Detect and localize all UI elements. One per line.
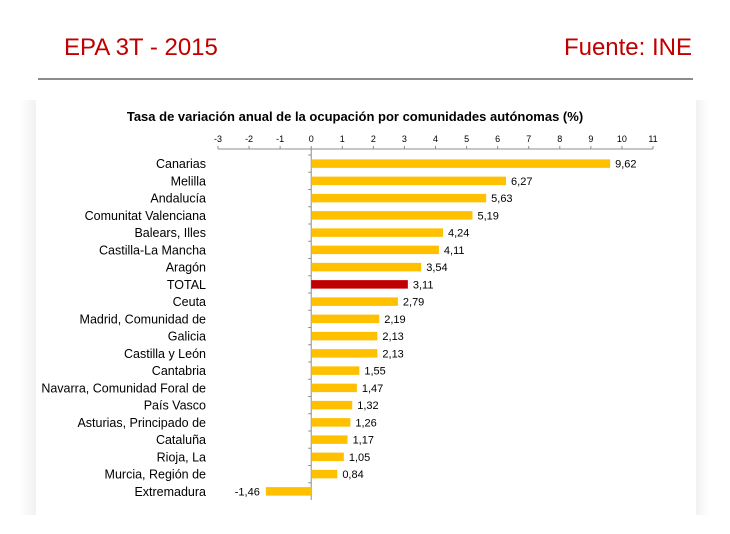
bar (311, 366, 360, 375)
category-label: Andalucía (150, 192, 206, 206)
x-tick-label: 8 (557, 134, 562, 144)
category-label: Melilla (171, 174, 206, 188)
data-label: 1,05 (349, 452, 370, 464)
category-label: Murcia, Región de (105, 468, 206, 482)
bar (311, 331, 378, 341)
x-tick-label: 10 (617, 134, 627, 144)
category-label: Rioja, La (157, 450, 206, 464)
bar (311, 262, 422, 272)
source-label: Fuente: INE (563, 34, 692, 61)
x-tick-label: 7 (526, 134, 531, 144)
bar (311, 280, 408, 289)
bar (311, 452, 344, 462)
x-tick-label: -2 (245, 134, 253, 144)
data-label: 4,24 (448, 228, 469, 240)
bar (311, 297, 398, 306)
data-label: 6,27 (511, 176, 532, 188)
bar (311, 193, 487, 203)
category-label: Madrid, Comunidad de (80, 312, 207, 326)
bars: Canarias 9,62 Melilla 6,27 Andalucía 5,63 Comu… (41, 157, 636, 499)
bar (311, 211, 473, 220)
x-tick-label: -3 (214, 134, 222, 144)
category-label: Comunitat Valenciana (85, 209, 206, 223)
data-label: 1,55 (364, 366, 385, 378)
x-tick-label: 3 (402, 134, 407, 144)
bar-chart: Tasa de variación anual de la ocupación … (41, 109, 658, 500)
data-label: 2,19 (384, 314, 405, 326)
x-tick-label: 11 (648, 134, 657, 144)
data-label: 1,26 (355, 417, 376, 429)
category-label: Galicia (168, 330, 206, 344)
data-label: 1,17 (353, 435, 374, 447)
data-label: -1,46 (235, 486, 260, 498)
chart-panel: Tasa de variación anual de la ocupación … (36, 100, 696, 515)
data-label: 1,47 (362, 383, 383, 395)
bar (311, 176, 507, 186)
x-tick-label: 2 (371, 134, 376, 144)
bar (311, 383, 357, 393)
x-tick-label: 4 (433, 134, 438, 144)
data-label: 0,84 (342, 469, 363, 481)
data-label: 2,13 (382, 331, 403, 343)
x-tick-label: 9 (588, 134, 593, 144)
bar (311, 245, 439, 255)
category-label: Castilla y León (124, 347, 206, 361)
bar (311, 314, 380, 324)
category-label: Canarias (156, 157, 206, 171)
category-label: Asturias, Principado de (77, 416, 206, 430)
data-label: 1,32 (357, 400, 378, 412)
bar (311, 159, 611, 168)
bar (311, 400, 353, 410)
x-tick-label: 1 (340, 134, 345, 144)
x-tick-label: -1 (276, 134, 284, 144)
data-label: 3,54 (426, 262, 447, 274)
category-label: Navarra, Comunidad Foral de (41, 381, 206, 395)
data-label: 2,13 (382, 348, 403, 360)
bar (311, 418, 351, 427)
category-label: Aragón (166, 261, 206, 275)
header-divider (38, 78, 693, 80)
category-label: TOTAL (167, 278, 206, 292)
data-label: 5,63 (491, 193, 512, 205)
page-title: EPA 3T - 2015 (64, 34, 218, 61)
category-label: Cantabria (152, 364, 206, 378)
category-label: Cataluña (156, 433, 206, 447)
data-label: 5,19 (477, 210, 498, 222)
chart-title: Tasa de variación anual de la ocupación … (127, 109, 583, 124)
category-label: Ceuta (173, 295, 206, 309)
data-label: 9,62 (615, 159, 636, 171)
bar (311, 435, 348, 444)
x-axis: -3 -2 -1 0 1 2 3 4 5 6 7 8 9 10 11 (214, 134, 658, 500)
category-label: País Vasco (144, 399, 206, 413)
category-label: Extremadura (134, 485, 206, 499)
data-label: 3,11 (413, 279, 434, 291)
bar (311, 349, 378, 358)
bar (311, 228, 443, 237)
data-label: 2,79 (403, 297, 424, 309)
x-tick-label: 6 (495, 134, 500, 144)
category-label: Castilla-La Mancha (99, 243, 206, 257)
x-tick-label: 0 (309, 134, 314, 144)
data-label: 4,11 (444, 245, 465, 257)
x-tick-label: 5 (464, 134, 469, 144)
bar (311, 469, 338, 479)
category-label: Balears, Illes (134, 226, 206, 240)
bar (265, 487, 312, 496)
